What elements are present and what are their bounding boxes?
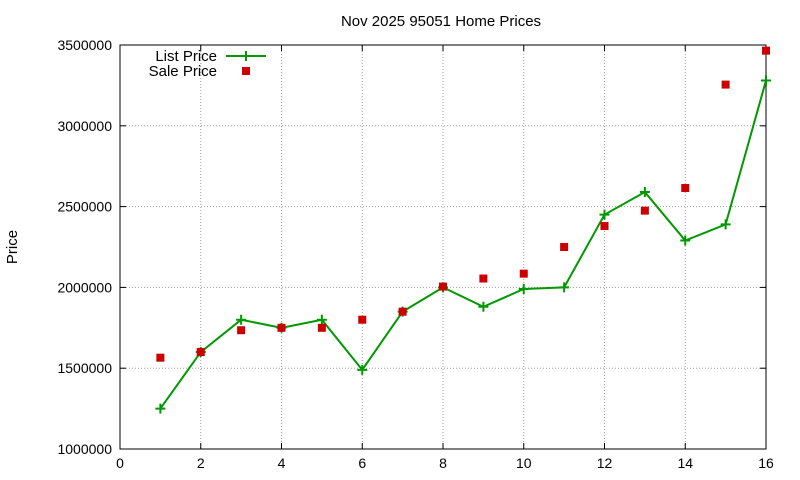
x-tick-labels: 0 2 4 6 8 10 12 14 16 [116,455,774,471]
sale-price-point [600,221,609,230]
list-price-line [159,80,767,410]
list-price-point [357,364,368,375]
sale-price-point [560,243,569,251]
legend-label-list-price: List Price [155,48,217,65]
series-layer [155,46,771,414]
y-tick-label: 1500000 [57,360,112,376]
list-price-point [680,235,691,246]
list-price-point [478,301,489,312]
list-price-point [559,282,570,293]
list-price-point [155,403,166,414]
x-tick-label: 8 [439,455,447,471]
sale-price-point [156,353,165,362]
list-price-point [236,314,247,325]
sale-price-point [196,348,205,357]
sale-price-point [358,315,367,324]
x-tick-label: 16 [758,455,774,471]
legend-marker-list-price [241,51,251,61]
sale-price-point [439,282,447,291]
x-tick-label: 14 [677,455,693,471]
legend: List Price Sale Price [149,48,266,80]
y-tick-labels: 1000000 1500000 2000000 2500000 3000000 35000… [57,37,112,457]
sale-price-point [277,323,286,332]
legend-marker-sale-price [242,67,250,75]
sale-price-point [681,184,690,193]
y-tick-label: 3500000 [57,37,112,53]
grid [120,45,766,449]
list-price-point [639,187,650,198]
list-price-point [761,75,771,86]
y-tick-label: 2500000 [57,199,112,215]
y-tick-label: 2000000 [57,279,112,295]
legend-label-sale-price: Sale Price [149,63,217,80]
sale-price-point [640,206,649,215]
x-tick-label: 10 [516,455,532,471]
chart-title: Nov 2025 95051 Home Prices [341,13,541,30]
x-tick-label: 0 [116,455,124,471]
x-tick-label: 4 [278,455,286,471]
x-tick-label: 6 [358,455,366,471]
sale-price-point [237,326,246,335]
sale-price-point [479,274,488,283]
x-tick-label: 2 [197,455,205,471]
sale-price-point [721,80,730,89]
y-axis-title: Price [4,230,21,264]
list-price-point [316,314,327,325]
list-price-point [518,284,529,295]
y-tick-label: 3000000 [57,118,112,134]
sale-price-point [762,46,770,55]
sale-price-point [317,323,326,332]
sale-price-point [519,269,528,278]
axis-ticks [119,44,767,450]
x-tick-label: 12 [597,455,613,471]
list-price-point [720,219,731,230]
list-price-point [599,209,610,220]
sale-price-point [398,307,407,316]
y-tick-label: 1000000 [57,441,112,457]
